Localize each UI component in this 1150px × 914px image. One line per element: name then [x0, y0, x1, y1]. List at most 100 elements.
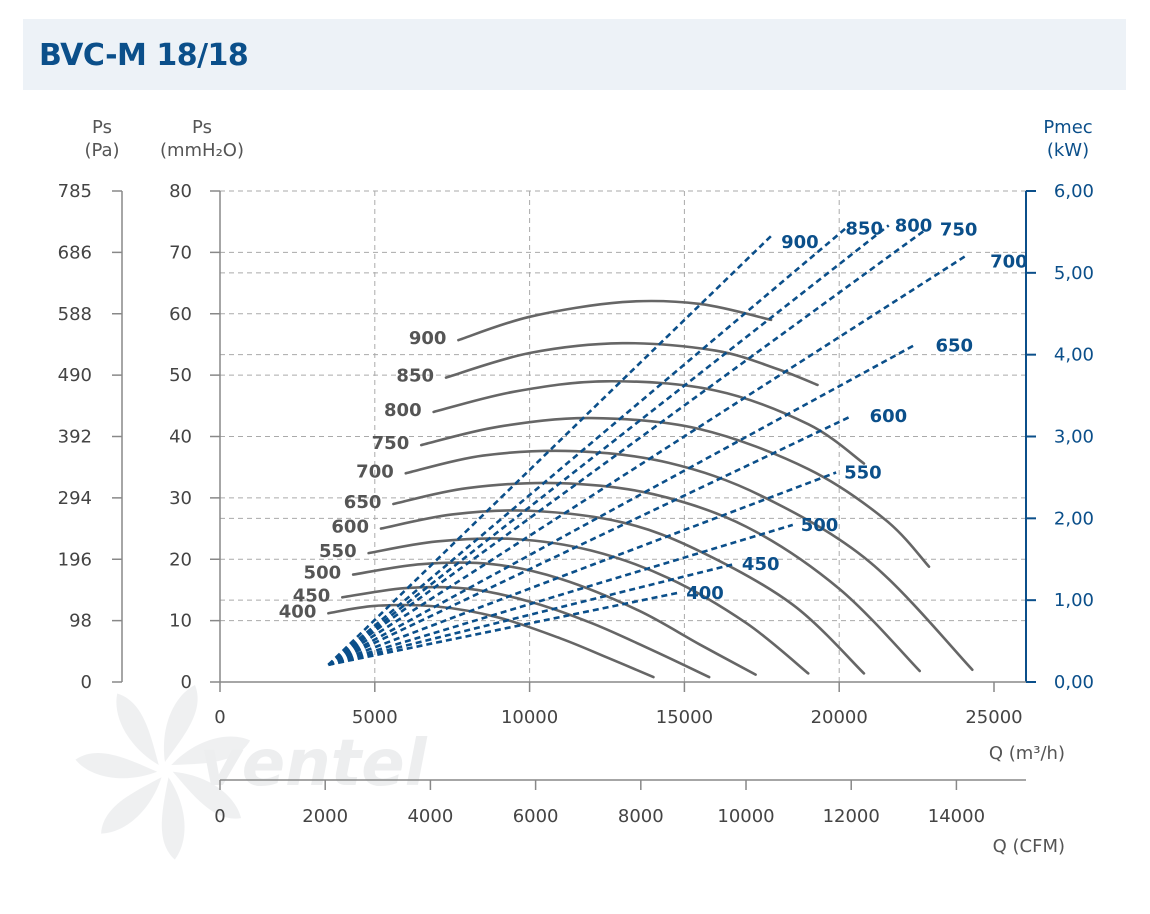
power-line-850 — [327, 227, 847, 666]
tick-label-cfm: 6000 — [513, 806, 559, 827]
power-line-650 — [327, 344, 915, 666]
tick-label-pa: 196 — [58, 549, 92, 570]
xlabel-m3h: Q (m³/h) — [989, 743, 1065, 764]
power-line-500 — [327, 523, 794, 667]
tick-label-cfm: 2000 — [302, 806, 348, 827]
pressure-curve-label-600: 600 — [331, 517, 369, 538]
ylabel-mm-line2: (mmH₂O) — [160, 140, 244, 161]
watermark-fan-blade — [101, 777, 162, 834]
pressure-curve-900 — [457, 299, 773, 342]
pressure-curve-label-400: 400 — [279, 601, 317, 622]
watermark-fan-blade — [116, 693, 159, 766]
tick-label-pa: 98 — [69, 611, 92, 632]
power-line-700 — [327, 254, 967, 666]
tick-label-kw: 3,00 — [1054, 427, 1094, 448]
pressure-curve-label-550: 550 — [319, 541, 357, 562]
pressure-curves — [327, 299, 974, 679]
tick-label-pa: 785 — [58, 181, 92, 202]
watermark-text: ventel — [200, 727, 428, 801]
watermark-fan-blade — [75, 752, 158, 779]
tick-label-mm: 60 — [169, 304, 192, 325]
pressure-curve-700 — [404, 449, 974, 672]
tick-label-pa: 294 — [58, 488, 92, 509]
pressure-curve-750 — [419, 416, 931, 568]
tick-label-x: 10000 — [501, 707, 558, 728]
pressure-curve-label-450: 450 — [293, 585, 331, 606]
tick-label-kw: 4,00 — [1054, 345, 1094, 366]
tick-label-pa: 392 — [58, 427, 92, 448]
ylabel-pa-line1: Ps — [92, 117, 112, 138]
tick-label-x: 0 — [214, 707, 225, 728]
watermark-fan-blade — [172, 771, 242, 819]
pressure-curve-500 — [351, 561, 757, 676]
tick-label-mm: 0 — [181, 672, 192, 693]
ylabel-right-line2: (kW) — [1047, 140, 1089, 161]
power-line-900 — [327, 235, 772, 666]
ventel-watermark-logo: ventel — [75, 685, 428, 860]
tick-label-x: 15000 — [656, 707, 713, 728]
power-line-label-850: 850 — [845, 219, 883, 240]
power-line-450 — [328, 562, 735, 667]
page-title: BVC-M 18/18 — [39, 38, 249, 73]
power-line-label-650: 650 — [936, 336, 974, 357]
tick-label-cfm: 0 — [214, 806, 225, 827]
power-lines — [327, 224, 967, 667]
grid — [220, 190, 1026, 682]
pressure-curve-label-800: 800 — [384, 400, 422, 421]
tick-label-kw: 1,00 — [1054, 590, 1094, 611]
pressure-curve-650 — [392, 481, 921, 673]
pressure-curve-label-750: 750 — [372, 433, 410, 454]
tick-label-x: 20000 — [811, 707, 868, 728]
tick-label-pa: 686 — [58, 242, 92, 263]
watermark-fan-blade — [161, 777, 185, 860]
axes: 0102030405060708009819629439249058868678… — [58, 181, 1094, 827]
pressure-curve-label-850: 850 — [396, 366, 434, 387]
watermark-fan-blade — [171, 736, 251, 766]
tick-label-mm: 10 — [169, 611, 192, 632]
pressure-curve-label-650: 650 — [344, 492, 382, 513]
power-line-600 — [327, 414, 853, 666]
tick-label-x: 25000 — [965, 707, 1022, 728]
axis-labels: Ps (Pa) Ps (mmH₂O) Pmec (kW) Q (m³/h) Q … — [84, 117, 1092, 857]
tick-label-mm: 50 — [169, 365, 192, 386]
tick-label-cfm: 10000 — [717, 806, 774, 827]
power-line-750 — [327, 228, 927, 666]
power-line-label-900: 900 — [781, 232, 819, 253]
tick-label-pa: 588 — [58, 304, 92, 325]
title-bar: BVC-M 18/18 — [23, 19, 1126, 90]
power-line-400 — [328, 591, 679, 667]
tick-label-cfm: 4000 — [407, 806, 453, 827]
power-line-label-750: 750 — [940, 219, 978, 240]
power-line-label-700: 700 — [990, 252, 1028, 273]
pressure-curve-label-700: 700 — [356, 461, 394, 482]
tick-label-cfm: 12000 — [823, 806, 880, 827]
power-line-550 — [327, 471, 837, 667]
power-line-label-450: 450 — [742, 554, 780, 575]
ylabel-mm-line1: Ps — [192, 117, 212, 138]
pressure-curve-850 — [444, 341, 819, 387]
curve-labels: 4004505005506006507007508008509004004505… — [279, 215, 1028, 622]
tick-label-kw: 2,00 — [1054, 508, 1094, 529]
power-line-label-400: 400 — [686, 583, 724, 604]
power-line-800 — [327, 224, 890, 666]
tick-label-mm: 30 — [169, 488, 192, 509]
xlabel-cfm: Q (CFM) — [993, 836, 1065, 857]
power-line-label-500: 500 — [801, 515, 839, 536]
pressure-curve-450 — [340, 585, 711, 679]
ylabel-pa-line2: (Pa) — [84, 140, 119, 161]
tick-label-kw: 0,00 — [1054, 672, 1094, 693]
pressure-curve-label-900: 900 — [409, 328, 447, 349]
power-line-label-600: 600 — [870, 406, 908, 427]
tick-label-mm: 20 — [169, 549, 192, 570]
pressure-curve-550 — [367, 537, 810, 675]
tick-label-x: 5000 — [352, 707, 398, 728]
tick-label-cfm: 8000 — [618, 806, 664, 827]
tick-label-mm: 40 — [169, 427, 192, 448]
pressure-curve-400 — [327, 603, 655, 679]
ylabel-right-line1: Pmec — [1043, 117, 1092, 138]
power-line-label-550: 550 — [844, 463, 882, 484]
tick-label-kw: 6,00 — [1054, 181, 1094, 202]
tick-label-pa: 490 — [58, 365, 92, 386]
tick-label-cfm: 14000 — [928, 806, 985, 827]
